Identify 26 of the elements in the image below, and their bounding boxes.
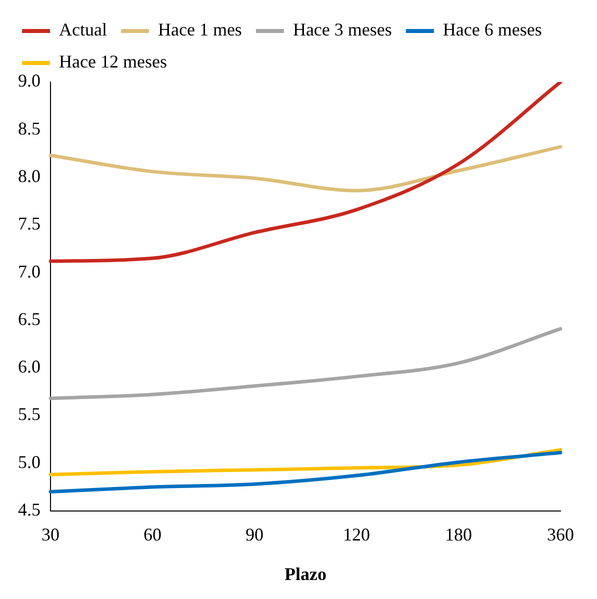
y-tick-label: 4.5 (18, 500, 40, 520)
line-series (48, 450, 562, 494)
line-series (48, 145, 562, 192)
legend-label: Hace 1 mes (158, 20, 242, 40)
legend-label: Hace 6 meses (442, 20, 542, 40)
y-tick-label: 6.0 (18, 356, 40, 377)
x-tick-label: 120 (343, 524, 370, 544)
x-tick-label: 360 (547, 524, 574, 544)
legend-label: Actual (59, 20, 107, 40)
line-series (48, 82, 562, 263)
y-tick-label: 9.0 (18, 70, 40, 91)
x-tick-label: 30 (42, 524, 60, 544)
y-tick-label: 6.5 (18, 308, 40, 329)
line-series (48, 327, 562, 400)
y-tick-label: 7.0 (18, 261, 40, 282)
legend-label: Hace 12 meses (59, 52, 167, 72)
y-tick-label: 8.0 (18, 166, 40, 186)
x-axis-title: Plazo (284, 564, 326, 584)
y-tick-label: 5.5 (18, 404, 40, 424)
y-tick-label: 5.0 (18, 452, 40, 472)
legend-label: Hace 3 meses (292, 20, 392, 40)
x-tick-label: 90 (246, 524, 264, 544)
x-tick-label: 180 (445, 524, 472, 544)
x-tick-label: 60 (144, 524, 162, 544)
y-tick-label: 8.5 (18, 118, 40, 138)
y-tick-label: 7.5 (18, 214, 40, 234)
